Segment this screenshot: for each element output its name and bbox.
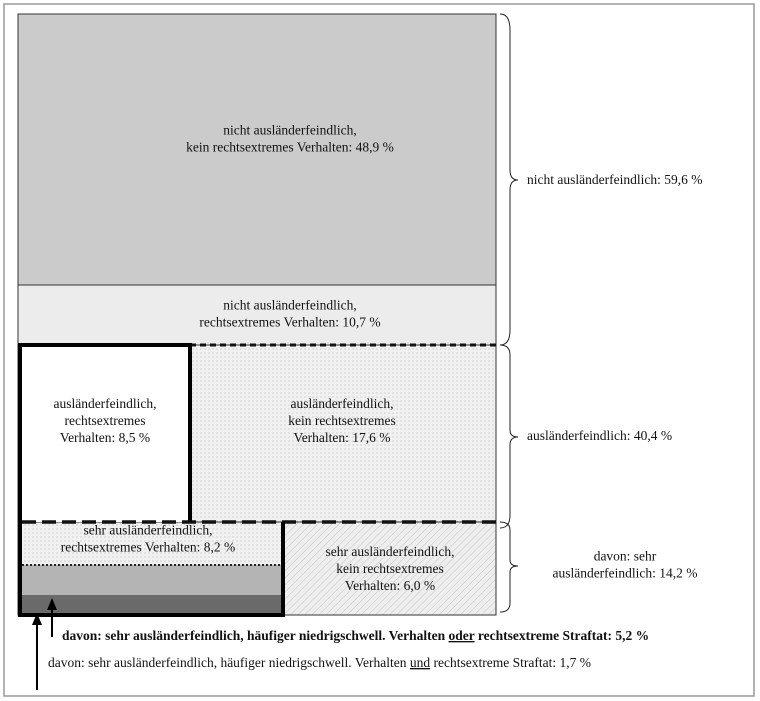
note: davon: sehr ausländerfeindlich, häufiger… [62, 628, 649, 643]
box [22, 565, 283, 595]
brace-label: ausländerfeindlich: 14,2 % [552, 566, 697, 581]
brace-label: ausländerfeindlich: 40,4 % [527, 428, 672, 443]
frame [3, 3, 755, 697]
note: davon: sehr ausländerfeindlich, häufiger… [48, 655, 591, 670]
box-label: nicht ausländerfeindlich, [223, 298, 356, 313]
box-label: kein rechtsextremes Verhalten: 48,9 % [186, 140, 394, 155]
brace-label: davon: sehr [594, 549, 657, 564]
note-part: oder [449, 628, 475, 643]
brace [499, 521, 519, 613]
arrow-head [32, 613, 42, 625]
brace [499, 344, 519, 529]
box-label: sehr ausländerfeindlich, [84, 523, 213, 538]
box [22, 595, 283, 615]
outline [18, 522, 285, 617]
box-label: rechtsextremes Verhalten: 10,7 % [199, 315, 380, 330]
brace [499, 13, 519, 346]
box [22, 524, 283, 565]
box [22, 347, 190, 522]
box-label: Verhalten: 6,0 % [345, 578, 435, 593]
box-label: sehr ausländerfeindlich, [326, 544, 455, 559]
outline [18, 343, 192, 615]
arrow-head [47, 598, 57, 610]
box-label: rechtsextremes Verhalten: 8,2 % [61, 540, 235, 555]
box [17, 13, 497, 286]
box [17, 284, 497, 346]
note-part: rechtsextreme Straftat: 1,7 % [430, 655, 591, 670]
box-label: rechtsextremes [65, 413, 146, 428]
note-part: davon: sehr ausländerfeindlich, häufiger… [48, 655, 410, 670]
box-label: Verhalten: 17,6 % [293, 430, 390, 445]
box-label: kein rechtsextremes [336, 561, 444, 576]
box-label: ausländerfeindlich, [290, 396, 393, 411]
note-part: davon: sehr ausländerfeindlich, häufiger… [62, 628, 449, 643]
note-part: rechtsextreme Straftat: 5,2 % [475, 628, 650, 643]
box-label: kein rechtsextremes [288, 413, 396, 428]
note-part: und [410, 655, 431, 670]
box-label: nicht ausländerfeindlich, [223, 123, 356, 138]
box-label: ausländerfeindlich, [53, 396, 156, 411]
brace-label: nicht ausländerfeindlich: 59,6 % [527, 172, 702, 187]
box-label: Verhalten: 8,5 % [60, 430, 150, 445]
